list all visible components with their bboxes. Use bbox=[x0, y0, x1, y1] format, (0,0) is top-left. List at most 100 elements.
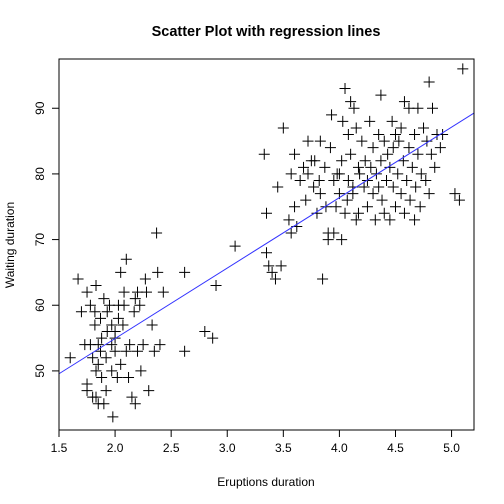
data-point bbox=[112, 312, 124, 324]
chart-title: Scatter Plot with regression lines bbox=[152, 24, 381, 40]
data-point bbox=[418, 122, 430, 134]
x-axis-ticks: 1.5 2.0 2.5 3.0 3.5 4.0 4.5 5.0 bbox=[51, 430, 460, 455]
data-point bbox=[143, 385, 155, 397]
regression-line bbox=[58, 112, 475, 375]
data-point bbox=[420, 174, 432, 186]
x-tick-label: 4.5 bbox=[387, 441, 404, 455]
data-point bbox=[285, 168, 297, 180]
data-point bbox=[277, 122, 289, 134]
data-point bbox=[453, 194, 465, 206]
data-point bbox=[311, 207, 323, 219]
x-tick-label: 2.0 bbox=[107, 441, 124, 455]
data-point bbox=[314, 188, 326, 200]
data-point bbox=[378, 135, 390, 147]
x-tick-label: 4.0 bbox=[331, 441, 348, 455]
data-point bbox=[90, 391, 102, 403]
data-point bbox=[319, 161, 331, 173]
data-point bbox=[152, 266, 164, 278]
data-point bbox=[352, 207, 364, 219]
data-point bbox=[341, 194, 353, 206]
data-point bbox=[429, 161, 441, 173]
data-point bbox=[356, 135, 368, 147]
data-point bbox=[317, 273, 329, 285]
data-point bbox=[421, 135, 433, 147]
data-point bbox=[333, 168, 345, 180]
data-point bbox=[328, 227, 340, 239]
data-point bbox=[148, 345, 160, 357]
data-point bbox=[101, 306, 113, 318]
data-point bbox=[115, 266, 127, 278]
data-point bbox=[361, 201, 373, 213]
data-point bbox=[365, 161, 377, 173]
data-point bbox=[393, 135, 405, 147]
y-axis-ticks: 50 60 70 80 90 bbox=[33, 101, 59, 378]
data-point bbox=[275, 260, 287, 272]
data-point bbox=[302, 168, 314, 180]
data-point bbox=[392, 168, 404, 180]
data-point bbox=[381, 174, 393, 186]
data-point bbox=[129, 398, 141, 410]
data-point bbox=[384, 161, 396, 173]
data-point bbox=[395, 122, 407, 134]
data-point bbox=[404, 194, 416, 206]
y-axis-label: Waiting duration bbox=[3, 202, 17, 288]
data-point bbox=[135, 365, 147, 377]
data-point bbox=[398, 207, 410, 219]
data-point bbox=[369, 214, 381, 226]
data-point bbox=[359, 155, 371, 167]
data-point bbox=[423, 188, 435, 200]
data-point bbox=[89, 306, 101, 318]
data-point bbox=[272, 181, 284, 193]
data-point bbox=[406, 161, 418, 173]
data-point bbox=[140, 286, 152, 298]
data-point bbox=[81, 385, 93, 397]
data-point bbox=[75, 306, 87, 318]
data-point bbox=[409, 214, 421, 226]
data-point bbox=[210, 280, 222, 292]
data-point bbox=[339, 83, 351, 95]
y-tick-label: 70 bbox=[33, 233, 47, 247]
data-point bbox=[258, 148, 270, 160]
data-point bbox=[120, 345, 132, 357]
data-point bbox=[389, 129, 401, 141]
data-point bbox=[308, 181, 320, 193]
data-point bbox=[128, 306, 140, 318]
data-point bbox=[387, 142, 399, 154]
data-point bbox=[314, 135, 326, 147]
data-point bbox=[100, 352, 112, 364]
data-point bbox=[350, 214, 362, 226]
data-point bbox=[207, 332, 219, 344]
data-point bbox=[398, 96, 410, 108]
data-point bbox=[375, 155, 387, 167]
data-point bbox=[90, 280, 102, 292]
data-point bbox=[266, 266, 278, 278]
data-point bbox=[330, 201, 342, 213]
data-point bbox=[345, 148, 357, 160]
x-tick-label: 2.5 bbox=[163, 441, 180, 455]
data-point bbox=[263, 260, 275, 272]
data-point bbox=[157, 286, 169, 298]
data-point bbox=[229, 240, 241, 252]
data-point bbox=[345, 96, 357, 108]
y-tick-label: 60 bbox=[33, 298, 47, 312]
data-point bbox=[95, 312, 106, 324]
y-tick-label: 90 bbox=[33, 101, 47, 115]
data-point bbox=[118, 286, 130, 298]
data-point bbox=[425, 148, 437, 160]
data-point bbox=[386, 115, 398, 127]
data-point bbox=[100, 385, 112, 397]
data-point bbox=[154, 339, 166, 351]
data-point bbox=[352, 161, 364, 173]
data-point bbox=[414, 201, 426, 213]
data-point bbox=[134, 299, 146, 311]
data-point bbox=[423, 76, 435, 88]
data-point bbox=[72, 273, 84, 285]
data-point bbox=[123, 371, 135, 383]
data-point bbox=[309, 155, 321, 167]
data-point bbox=[354, 168, 366, 180]
data-point bbox=[324, 142, 336, 154]
data-point bbox=[395, 188, 407, 200]
data-point bbox=[410, 181, 422, 193]
data-point bbox=[132, 345, 144, 357]
